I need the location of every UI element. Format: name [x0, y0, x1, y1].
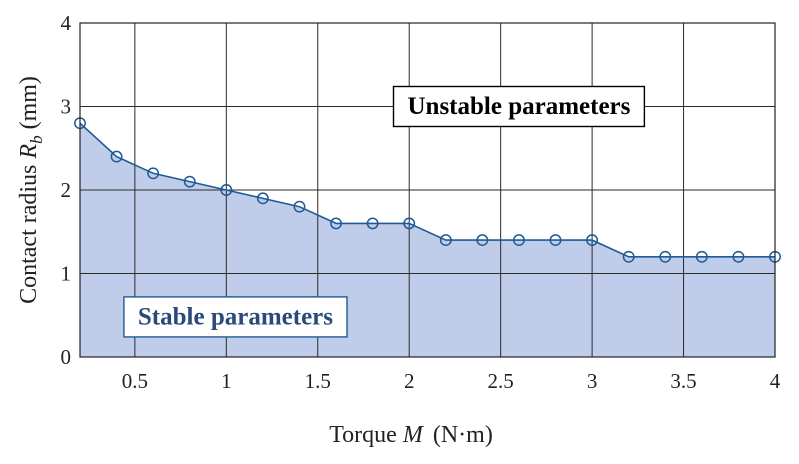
- unstable-annotation-text: Unstable parameters: [408, 93, 631, 120]
- unstable-annotation: Unstable parameters: [392, 85, 646, 128]
- y-tick-label: 2: [61, 178, 72, 202]
- data-point: [256, 192, 269, 205]
- data-point: [549, 234, 562, 247]
- data-point: [183, 175, 196, 188]
- x-tick-label: 1: [221, 369, 232, 393]
- data-point: [330, 217, 343, 230]
- y-tick-label: 1: [61, 262, 72, 286]
- y-axis-label: Contact radius Rb (mm): [16, 76, 46, 304]
- x-tick-label: 0.5: [122, 369, 148, 393]
- data-point: [586, 234, 599, 247]
- x-tick-label: 3.5: [670, 369, 696, 393]
- data-point: [476, 234, 489, 247]
- y-axis-label-prefix: Contact radius: [16, 159, 42, 304]
- stable-annotation: Stable parameters: [123, 296, 348, 338]
- x-tick-label: 4: [770, 369, 781, 393]
- x-axis-label: Torque M (N·m): [329, 422, 493, 448]
- data-point: [439, 234, 452, 247]
- series-markers: [74, 117, 781, 263]
- data-point: [659, 250, 672, 263]
- data-point: [403, 217, 416, 230]
- data-point: [110, 150, 123, 163]
- stable-annotation-box: [123, 296, 348, 338]
- grid: [80, 23, 775, 357]
- plot-frame: [79, 22, 776, 358]
- stable-annotation-text: Stable parameters: [138, 303, 333, 330]
- data-point: [695, 250, 708, 263]
- data-point: [220, 184, 233, 196]
- x-axis-label-prefix: Torque: [329, 422, 403, 448]
- x-axis-ticks: 0.5 1 1.5 2 2.5 3 3.5 4: [122, 369, 781, 393]
- x-tick-label: 1.5: [305, 369, 331, 393]
- y-axis-label-unit: (mm): [16, 76, 42, 135]
- x-axis-label-symbol: M: [402, 422, 425, 448]
- data-point: [366, 217, 379, 230]
- data-point: [147, 167, 160, 180]
- data-point: [293, 200, 306, 213]
- y-tick-label: 3: [61, 95, 72, 119]
- x-axis-label-unit: (N·m): [433, 422, 493, 448]
- data-point: [732, 250, 745, 263]
- data-point: [512, 234, 525, 247]
- x-tick-label: 2: [404, 369, 415, 393]
- y-tick-label: 4: [61, 11, 72, 35]
- y-axis-label-symbol: R: [16, 144, 42, 160]
- unstable-annotation-box: [392, 85, 646, 128]
- data-point: [622, 250, 635, 263]
- y-axis-label-subscript: b: [27, 135, 46, 144]
- x-tick-label: 2.5: [488, 369, 514, 393]
- y-tick-label: 0: [61, 345, 72, 369]
- x-tick-label: 3: [587, 369, 598, 393]
- series-line: [79, 122, 775, 258]
- y-axis-ticks: 0 1 2 3 4: [61, 11, 72, 369]
